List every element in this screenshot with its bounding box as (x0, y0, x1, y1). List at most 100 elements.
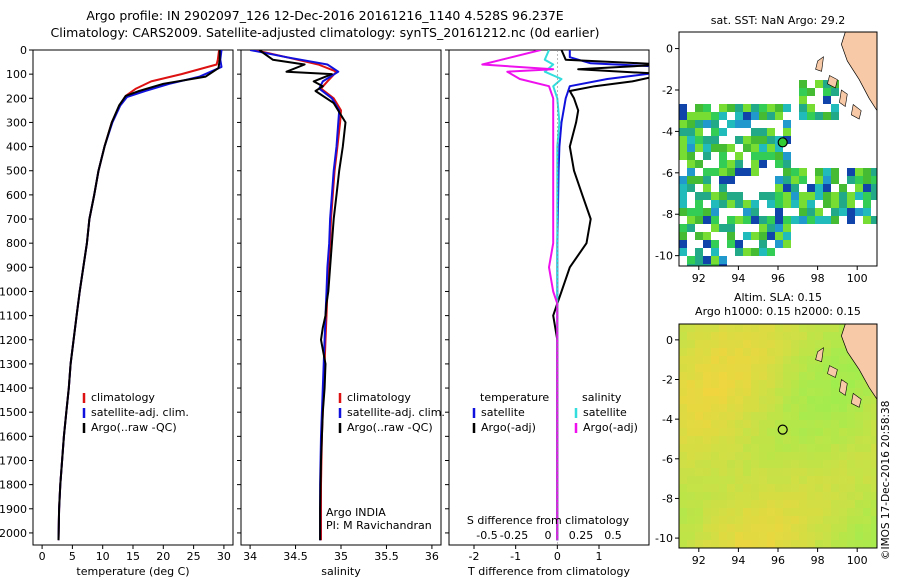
sla-map-cell (815, 492, 823, 500)
sla-map-cell (823, 332, 831, 340)
sla-map-cell (823, 476, 831, 484)
sla-map-cell (807, 348, 815, 356)
sla-map-cell (751, 332, 759, 340)
sla-map-cell (703, 452, 711, 460)
sla-map-cell (695, 404, 703, 412)
sla-map-cell (791, 532, 799, 540)
sla-map-cell (855, 500, 863, 508)
sla-map-cell (839, 412, 847, 420)
sla-map-cell (799, 484, 807, 492)
sst-map-cell (735, 240, 743, 248)
sst-map-cell (679, 208, 687, 216)
sst-map-cell (783, 224, 791, 232)
sst-map-cell (743, 104, 751, 112)
sla-map-cell (679, 356, 687, 364)
sla-map-cell (783, 492, 791, 500)
sst-map-cell (735, 104, 743, 112)
sla-map-cell (703, 540, 711, 548)
sla-map-cell (863, 540, 871, 548)
sst-map-cell (743, 136, 751, 144)
sla-map-cell (719, 492, 727, 500)
sla-map-cell (847, 500, 855, 508)
sst-map-cell (703, 208, 711, 216)
sla-map-cell (855, 436, 863, 444)
diff-top-tick-label: 0 (545, 529, 552, 542)
sla-map-cell (831, 404, 839, 412)
sst-map-cell (823, 216, 831, 224)
sla-map-cell (751, 444, 759, 452)
sla-map-cell (727, 452, 735, 460)
sst-map-cell (767, 216, 775, 224)
sst-map-cell (735, 216, 743, 224)
sla-map-cell (711, 484, 719, 492)
sla-map-cell (759, 516, 767, 524)
sla-map-cell (751, 428, 759, 436)
sla-map-cell (751, 508, 759, 516)
sla-map-cell (719, 388, 727, 396)
sla-map-cell (679, 476, 687, 484)
sst-map-cell (711, 208, 719, 216)
sla-map-cell (727, 348, 735, 356)
sla-map-cell (847, 356, 855, 364)
sla-map-cell (703, 460, 711, 468)
sla-map-cell (695, 324, 703, 332)
sla-map-cell (735, 348, 743, 356)
sst-map-cell (687, 184, 695, 192)
sla-map-cell (839, 524, 847, 532)
sst-map-cell (727, 200, 735, 208)
sla-map-cell (871, 452, 877, 460)
sla-map-cell (759, 484, 767, 492)
sla-map-cell (703, 420, 711, 428)
sla-map-cell (807, 508, 815, 516)
sla-map-cell (791, 468, 799, 476)
sla-map-cell (679, 516, 687, 524)
sla-map-cell (719, 468, 727, 476)
sst-map-argo-marker (777, 137, 788, 148)
sla-map-cell (783, 452, 791, 460)
depth-tick-label: 1000 (0, 285, 27, 298)
sla-map-cell (807, 404, 815, 412)
sla-map-cell (855, 444, 863, 452)
sla-map-cell (767, 516, 775, 524)
temperature-series-group (57, 50, 223, 541)
sla-map-cell (799, 524, 807, 532)
sla-map-cell (815, 516, 823, 524)
differences-panel (445, 49, 650, 549)
sla-map-cell (679, 380, 687, 388)
salinity-series-line-2 (258, 50, 347, 541)
sst-map-cell (719, 128, 727, 136)
sst-map-cell (775, 176, 783, 184)
sst-map-cell (719, 176, 727, 184)
sla-map-cell (799, 348, 807, 356)
depth-tick-label: 1400 (0, 382, 27, 395)
sla-map-xtick-label: 100 (847, 554, 868, 567)
sla-map-cell (751, 516, 759, 524)
sla-map-cell (743, 372, 751, 380)
sla-map-cell (767, 380, 775, 388)
sla-map-cell (727, 388, 735, 396)
sla-map-cell (687, 324, 695, 332)
sla-map-cell (751, 492, 759, 500)
sst-map-cell (759, 144, 767, 152)
sst-map-cell (727, 144, 735, 152)
sla-map-cell (727, 492, 735, 500)
sla-map-cell (831, 380, 839, 388)
sla-map-ytick-label: -10 (655, 532, 673, 545)
sla-map-cell (807, 388, 815, 396)
sla-map-cell (847, 396, 855, 404)
sla-map-cell (775, 444, 783, 452)
sst-map-cell (735, 168, 743, 176)
sla-map-cell (759, 380, 767, 388)
sla-map-cell (759, 460, 767, 468)
sla-map-cell (791, 540, 799, 548)
sla-map-cell (767, 404, 775, 412)
sla-map-cell (775, 332, 783, 340)
sla-map-cell (839, 500, 847, 508)
sst-map-cell (855, 176, 863, 184)
sla-map-cell (711, 340, 719, 348)
sst-map-cell (759, 104, 767, 112)
sla-map-cell (743, 412, 751, 420)
sla-map-cell (751, 356, 759, 364)
sla-map-cell (831, 324, 839, 332)
sst-map-cell (791, 216, 799, 224)
